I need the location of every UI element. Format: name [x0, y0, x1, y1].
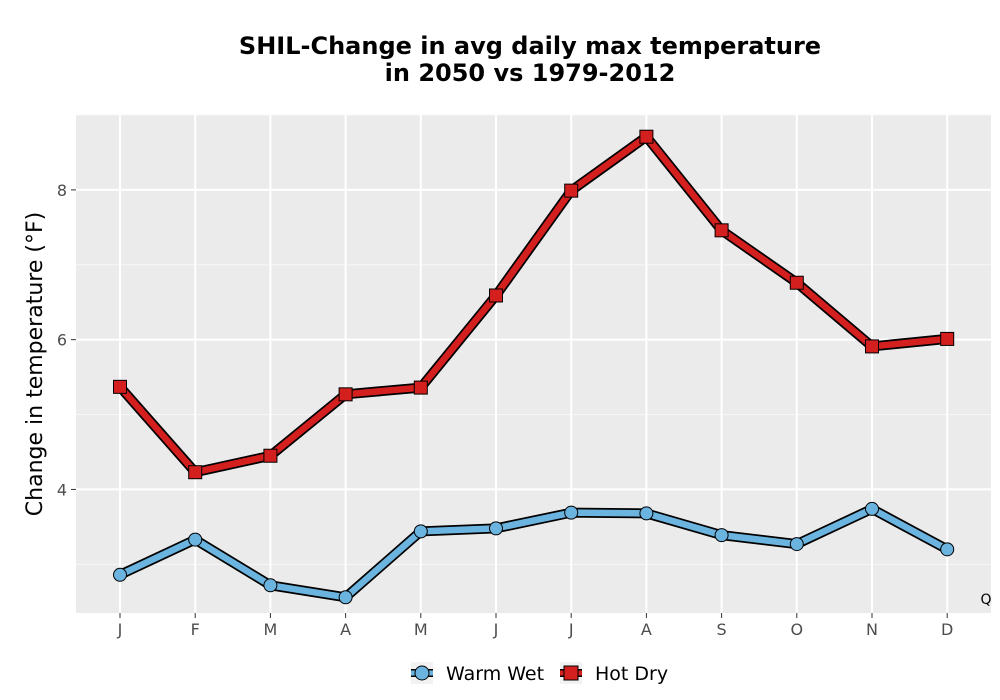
data-point-circle: [789, 537, 804, 552]
y-axis-title: Change in temperature (°F): [23, 212, 48, 516]
legend-label-warm-wet: Warm Wet: [446, 663, 544, 685]
series-line: [116, 133, 951, 476]
legend-label-hot-dry: Hot Dry: [595, 663, 668, 685]
data-point-square: [113, 379, 127, 394]
data-point-circle: [489, 521, 503, 536]
x-tick-label: J: [493, 620, 499, 639]
legend-item-hot-dry: Hot Dry: [560, 662, 668, 685]
x-tick-label: A: [641, 620, 652, 639]
data-point-square: [338, 387, 353, 402]
series-line: [116, 505, 951, 601]
data-point-square: [789, 275, 804, 290]
data-point-circle: [263, 578, 278, 593]
data-point-square: [263, 448, 278, 463]
data-point-square: [940, 331, 955, 346]
data-point-circle: [639, 506, 654, 521]
data-point-circle: [714, 528, 729, 543]
x-tick-label: J: [117, 620, 123, 639]
x-tick-label: J: [568, 620, 574, 639]
x-tick-label: N: [866, 620, 878, 639]
data-point-circle: [188, 532, 203, 547]
corner-label: Q: [980, 592, 991, 608]
legend: Warm Wet Hot Dry: [411, 662, 668, 685]
data-point-circle: [865, 501, 879, 516]
y-tick-label: 4: [57, 480, 67, 499]
data-point-square: [489, 288, 503, 303]
data-point-circle: [940, 542, 955, 557]
x-tick-label: F: [191, 620, 200, 639]
x-tick-label: S: [717, 620, 727, 639]
x-tick-label: M: [263, 620, 277, 639]
y-axis: 4 6 8: [57, 181, 76, 499]
data-point-circle: [564, 505, 579, 520]
x-tick-label: A: [340, 620, 351, 639]
series-lines: [115, 131, 953, 603]
chart-title-line-1: SHIL-Change in avg daily max temperature: [239, 32, 821, 60]
x-tick-label: D: [941, 620, 953, 639]
data-point-circle: [338, 590, 353, 605]
x-tick-label: O: [791, 620, 804, 639]
chart-title-line-2: in 2050 vs 1979-2012: [385, 59, 676, 87]
legend-square-marker: [563, 665, 579, 681]
data-point-square: [188, 465, 203, 480]
data-point-square: [865, 339, 879, 354]
data-point-square: [564, 183, 579, 198]
data-point-square: [714, 223, 729, 238]
data-point-square: [413, 380, 428, 395]
data-point-circle: [413, 524, 428, 539]
y-tick-label: 6: [57, 331, 67, 350]
y-tick-label: 8: [57, 181, 67, 200]
legend-circle-marker: [414, 665, 430, 681]
legend-item-warm-wet: Warm Wet: [411, 662, 544, 685]
data-point-circle: [113, 567, 127, 582]
series-points: [113, 129, 955, 605]
x-tick-label: M: [414, 620, 428, 639]
major-gridlines: [76, 115, 991, 613]
data-point-square: [639, 129, 654, 144]
